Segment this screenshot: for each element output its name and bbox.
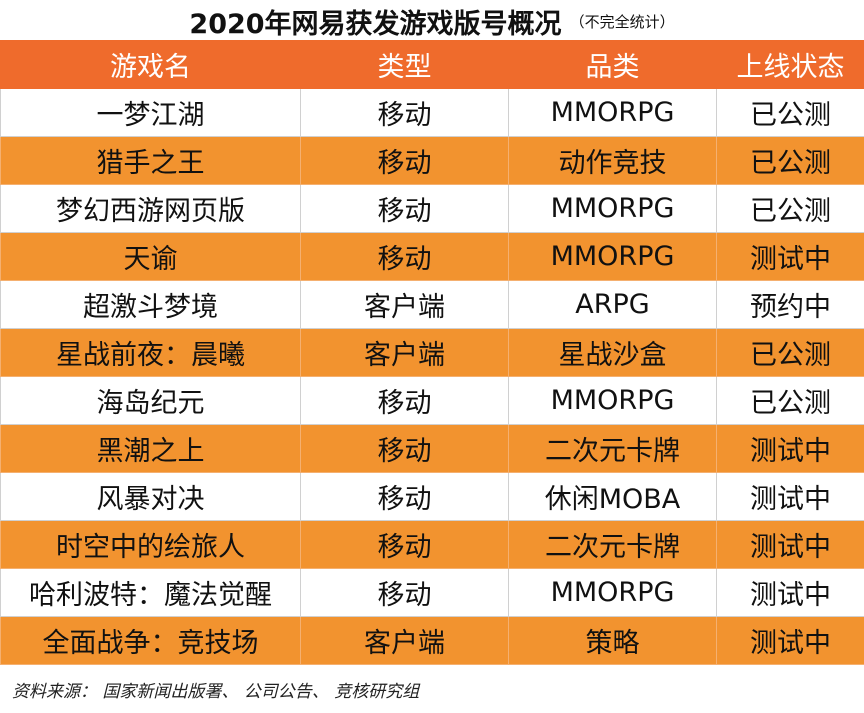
cell-type: 客户端 [301,329,509,377]
cell-status: 已公测 [717,329,864,377]
cell-game-name: 天谕 [1,233,301,281]
cell-type: 移动 [301,569,509,617]
cell-status: 已公测 [717,185,864,233]
header-row: 游戏名类型品类上线状态 [1,41,864,89]
cell-category: MMORPG [509,185,717,233]
cell-category: MMORPG [509,233,717,281]
cell-game-name: 海岛纪元 [1,377,301,425]
table-row: 星战前夜：晨曦客户端星战沙盒已公测 [1,329,864,377]
cell-game-name: 风暴对决 [1,473,301,521]
cell-category: MMORPG [509,377,717,425]
cell-category: MMORPG [509,569,717,617]
cell-status: 测试中 [717,425,864,473]
cell-status: 测试中 [717,521,864,569]
cell-category: 二次元卡牌 [509,521,717,569]
table-row: 黑潮之上移动二次元卡牌测试中 [1,425,864,473]
cell-type: 移动 [301,473,509,521]
cell-game-name: 一梦江湖 [1,89,301,137]
cell-status: 已公测 [717,89,864,137]
column-header-status: 上线状态 [717,41,864,89]
cell-category: 策略 [509,617,717,665]
cell-type: 移动 [301,233,509,281]
table-row: 猎手之王移动动作竞技已公测 [1,137,864,185]
cell-status: 预约中 [717,281,864,329]
cell-category: 动作竞技 [509,137,717,185]
cell-type: 移动 [301,521,509,569]
cell-type: 移动 [301,425,509,473]
table-row: 全面战争：竞技场客户端策略测试中 [1,617,864,665]
cell-status: 测试中 [717,473,864,521]
cell-status: 已公测 [717,377,864,425]
title-bar: 2020年网易获发游戏版号概况 （不完全统计） [0,0,864,40]
source-note: 资料来源： 国家新闻出版署、 公司公告、 竞核研究组 [0,665,864,713]
cell-game-name: 梦幻西游网页版 [1,185,301,233]
chart-subtitle: （不完全统计） [570,11,675,32]
cell-type: 移动 [301,185,509,233]
cell-category: 星战沙盒 [509,329,717,377]
cell-status: 测试中 [717,569,864,617]
cell-category: 二次元卡牌 [509,425,717,473]
cell-game-name: 时空中的绘旅人 [1,521,301,569]
table-row: 时空中的绘旅人移动二次元卡牌测试中 [1,521,864,569]
column-header-category: 品类 [509,41,717,89]
column-header-name: 游戏名 [1,41,301,89]
cell-status: 已公测 [717,137,864,185]
cell-game-name: 超激斗梦境 [1,281,301,329]
cell-game-name: 猎手之王 [1,137,301,185]
chart-title: 2020年网易获发游戏版号概况 [189,2,561,41]
cell-game-name: 黑潮之上 [1,425,301,473]
cell-type: 客户端 [301,281,509,329]
cell-category: ARPG [509,281,717,329]
cell-category: MMORPG [509,89,717,137]
cell-game-name: 星战前夜：晨曦 [1,329,301,377]
cell-game-name: 哈利波特：魔法觉醒 [1,569,301,617]
cell-type: 移动 [301,377,509,425]
cell-category: 休闲MOBA [509,473,717,521]
cell-type: 移动 [301,137,509,185]
cell-game-name: 全面战争：竞技场 [1,617,301,665]
cell-type: 客户端 [301,617,509,665]
column-header-type: 类型 [301,41,509,89]
cell-status: 测试中 [717,233,864,281]
cell-type: 移动 [301,89,509,137]
cell-status: 测试中 [717,617,864,665]
